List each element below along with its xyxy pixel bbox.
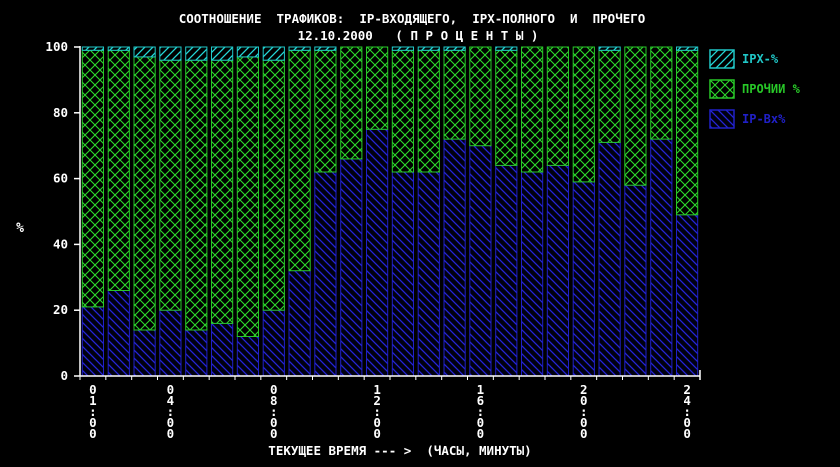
- bar-segment-s2-16: [495, 46, 518, 51]
- bar-segment-s1-15: [469, 46, 492, 147]
- bar-segment-s1-19: [572, 46, 595, 183]
- bar-segment-s2-8: [288, 46, 311, 51]
- y-tick-label-80: 80: [53, 105, 68, 120]
- bar-segment-s1-16: [495, 49, 518, 166]
- legend-label-1: ПРОЧИИ %: [742, 82, 801, 96]
- bar-segment-s1-10: [340, 46, 363, 160]
- bar-segment-s1-8: [288, 49, 311, 272]
- bar-segment-s0-20: [598, 141, 621, 377]
- y-axis-label: %: [16, 221, 24, 236]
- bar-segment-s2-0: [81, 46, 105, 51]
- chart-title: СООТНОШЕНИЕ ТРАФИКОВ: IP-ВХОДЯЩЕГО, IPX-…: [179, 11, 646, 26]
- bar-segment-s2-5: [211, 46, 234, 61]
- bar-segment-s2-2: [133, 46, 156, 58]
- x-axis-label: ТЕКУЩЕЕ ВРЕМЯ --- > (ЧАСЫ, МИНУТЫ): [268, 443, 531, 458]
- bar-segment-s1-17: [521, 46, 544, 173]
- legend: IPX-% ПРОЧИИ % IP-Вх%: [709, 49, 801, 129]
- bar-segment-s0-23: [676, 214, 699, 377]
- bar-segment-s1-13: [417, 49, 440, 173]
- bar-segment-s0-3: [159, 309, 182, 377]
- bar-segment-s1-12: [391, 49, 414, 173]
- bar-segment-s1-3: [159, 59, 182, 311]
- y-tick-label-20: 20: [53, 302, 68, 317]
- bar-segment-s2-9: [314, 46, 337, 51]
- bar-segment-s1-7: [262, 59, 285, 311]
- bar-segment-s2-1: [107, 46, 130, 51]
- bar-segment-s0-16: [495, 164, 518, 377]
- legend-swatch-1: [709, 79, 735, 99]
- bar-segment-s1-14: [443, 49, 466, 140]
- bar-segment-s1-22: [650, 46, 673, 140]
- bar-segment-s0-7: [262, 309, 285, 377]
- bar-segment-s0-12: [391, 171, 414, 377]
- bar-segment-s1-0: [81, 49, 105, 308]
- bar-segment-s0-9: [314, 171, 337, 377]
- legend-label-0: IP-Вх%: [742, 112, 786, 126]
- bar-segment-s1-5: [211, 59, 234, 324]
- bar-segment-s1-6: [236, 56, 260, 338]
- bar-segment-s2-14: [443, 46, 466, 51]
- bar-segment-s1-11: [366, 46, 389, 130]
- bar-segment-s0-21: [624, 184, 647, 377]
- bar-segment-s2-12: [391, 46, 414, 51]
- bar-segment-s0-10: [340, 158, 363, 377]
- bar-segment-s0-15: [469, 145, 492, 377]
- bar-segment-s0-22: [650, 138, 673, 377]
- bar-segment-s2-20: [598, 46, 621, 51]
- bar-segment-s0-13: [417, 171, 440, 377]
- bar-segment-s0-0: [81, 306, 105, 377]
- bar-segment-s1-9: [314, 49, 337, 173]
- bar-segment-s1-20: [598, 49, 621, 143]
- bar-segment-s0-11: [366, 128, 389, 377]
- chart-subtitle: 12.10.2000 ( П Р О Ц Е Н Т Ы ): [298, 28, 539, 43]
- bar-segment-s2-4: [185, 46, 208, 61]
- bar-segment-s0-17: [521, 171, 544, 377]
- bar-segment-s2-7: [262, 46, 285, 61]
- bar-segment-s0-2: [133, 329, 156, 377]
- bar-segment-s1-4: [185, 59, 208, 331]
- bar-segment-s2-3: [159, 46, 182, 61]
- y-tick-label-100: 100: [45, 39, 68, 54]
- bar-segment-s0-18: [546, 164, 569, 377]
- bar-segment-s0-14: [443, 138, 466, 377]
- bar-segment-s0-6: [236, 336, 260, 377]
- bar-segment-s0-8: [288, 270, 311, 377]
- bar-segment-s0-1: [107, 290, 130, 377]
- y-tick-label-60: 60: [53, 171, 68, 186]
- bar-segment-s1-1: [107, 49, 130, 291]
- y-ticks: 0 20 40 60 80 100: [45, 39, 80, 383]
- bar-segment-s0-5: [211, 322, 234, 377]
- bar-segment-s2-13: [417, 46, 440, 51]
- bar-segment-s2-6: [236, 46, 260, 58]
- bar-segment-s0-19: [572, 181, 595, 377]
- y-tick-label-40: 40: [53, 236, 68, 251]
- bar-segment-s2-23: [676, 46, 699, 51]
- x-ticks: 0 1:0 0 0 4:0 0 0 8:0 0 1 2:0 0 1 6:0 0 2 0:0 0 2 4:0 0: [79, 376, 701, 441]
- y-tick-label-0: 0: [60, 368, 68, 383]
- bar-segment-s1-21: [624, 46, 647, 186]
- bar-segment-s1-18: [546, 46, 569, 166]
- legend-swatch-0: [709, 109, 735, 129]
- legend-label-2: IPX-%: [742, 52, 779, 66]
- legend-swatch-2: [709, 49, 735, 69]
- bar-segment-s1-23: [676, 49, 699, 216]
- bar-segment-s0-4: [185, 329, 208, 377]
- bar-segment-s1-2: [133, 56, 156, 331]
- bars-layer: [81, 46, 699, 377]
